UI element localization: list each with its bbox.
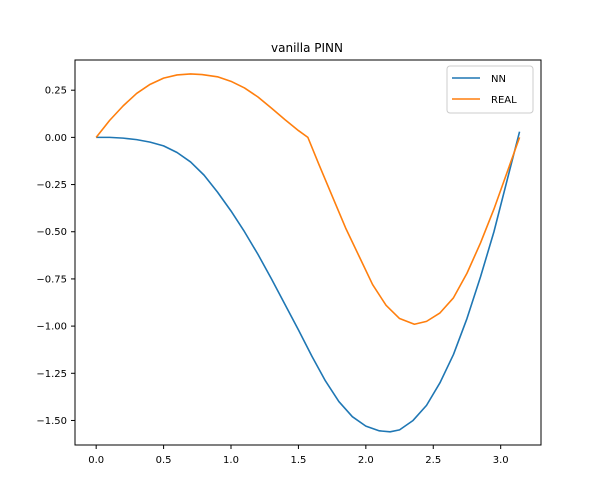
x-axis-ticks: 0.0 0.5 1.0 1.5 2.0 2.5 3.0 bbox=[88, 445, 509, 466]
series-line-nn bbox=[96, 131, 521, 433]
chart-title: vanilla PINN bbox=[271, 41, 343, 55]
x-tick-label: 2.0 bbox=[358, 455, 374, 466]
x-tick-label: 0.0 bbox=[88, 455, 104, 466]
y-tick-label: −0.25 bbox=[36, 180, 67, 191]
y-tick-label: −0.50 bbox=[36, 227, 67, 238]
y-tick-label: 0.25 bbox=[45, 86, 67, 97]
x-tick-label: 1.5 bbox=[290, 455, 306, 466]
x-tick-label: 0.5 bbox=[156, 455, 172, 466]
x-tick-label: 2.5 bbox=[425, 455, 441, 466]
y-tick-label: −1.25 bbox=[36, 369, 67, 380]
legend-box bbox=[446, 65, 534, 114]
x-tick-label: 1.0 bbox=[223, 455, 239, 466]
x-tick-label: 3.0 bbox=[493, 455, 509, 466]
plot-frame bbox=[74, 59, 542, 446]
y-tick-label: 0.00 bbox=[45, 133, 67, 144]
legend-label-real: REAL bbox=[491, 95, 517, 106]
y-tick-label: −0.75 bbox=[36, 274, 67, 285]
y-tick-label: −1.50 bbox=[36, 416, 67, 427]
legend: NN REAL bbox=[446, 65, 534, 114]
y-axis-ticks: 0.25 0.00 −0.25 −0.50 −0.75 −1.00 −1.25 −1.50 bbox=[36, 86, 75, 427]
y-tick-label: −1.00 bbox=[36, 322, 67, 333]
legend-label-nn: NN bbox=[491, 74, 506, 85]
series-layer bbox=[95, 73, 521, 433]
series-line-real bbox=[95, 73, 521, 326]
